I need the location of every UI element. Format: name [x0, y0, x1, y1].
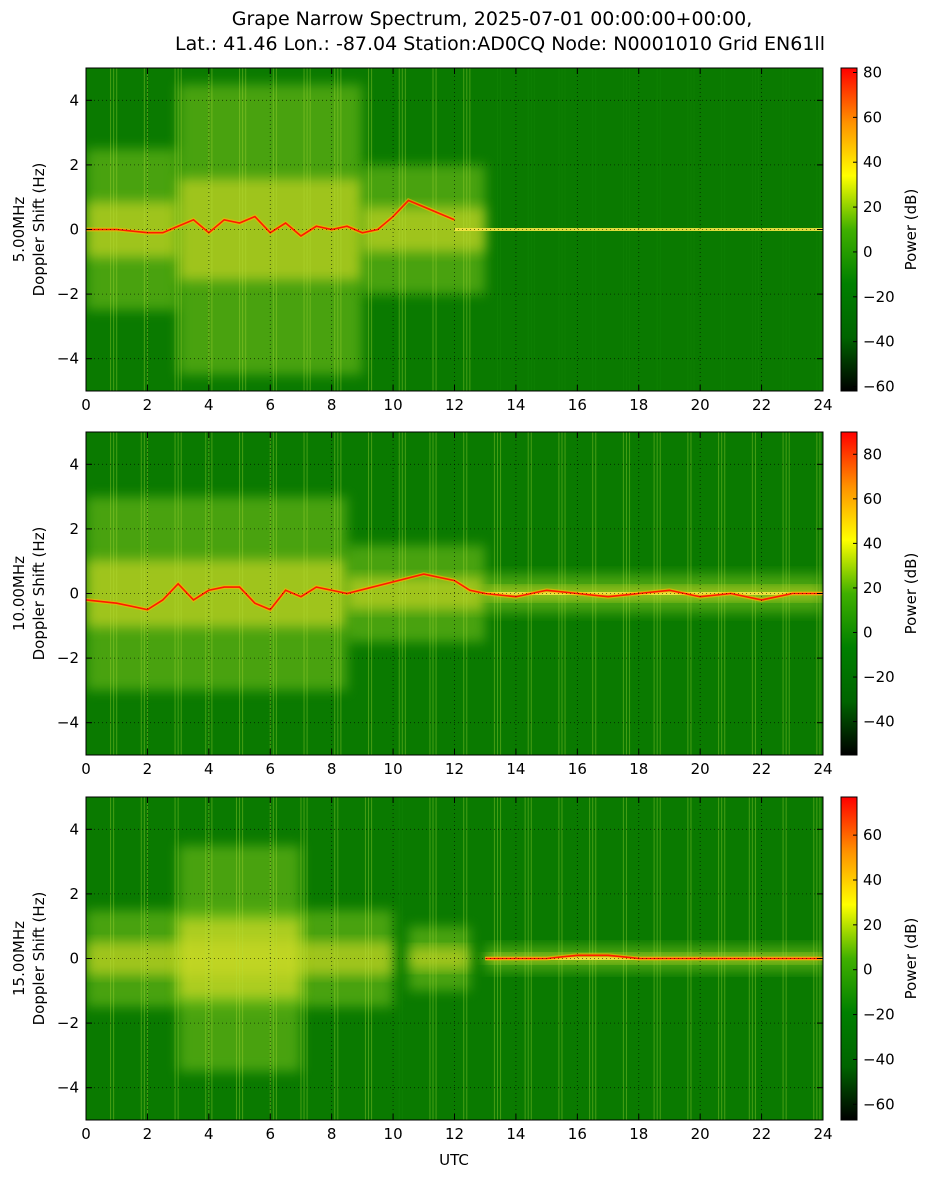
y-tick-label: 0	[69, 221, 79, 239]
doppler-trace	[86, 573, 823, 611]
x-tick-label: 24	[813, 396, 832, 414]
x-tick-label: 16	[568, 760, 587, 778]
x-tick-label: 2	[143, 760, 153, 778]
colorbar-label: Power (dB)	[902, 553, 920, 635]
x-tick-label: 14	[506, 396, 525, 414]
x-tick-label: 12	[445, 760, 464, 778]
figure-title-line-2: Lat.: 41.46 Lon.: -87.04 Station:AD0CQ N…	[175, 33, 825, 55]
colorbar-tick-label: 40	[863, 153, 882, 171]
colorbar-tick-label: 0	[863, 961, 873, 979]
y-tick-label: 0	[69, 585, 79, 603]
x-tick-label: 6	[265, 760, 275, 778]
x-tick-label: 0	[81, 760, 91, 778]
x-tick-label: 12	[445, 396, 464, 414]
y-tick-label: 4	[69, 91, 79, 109]
x-tick-label: 18	[629, 760, 648, 778]
y-tick-label: −4	[57, 714, 79, 732]
x-tick-label: 10	[384, 1125, 403, 1143]
y-tick-label: −2	[57, 649, 79, 667]
colorbar-tick-label: 40	[863, 534, 882, 552]
x-tick-label: 14	[506, 1125, 525, 1143]
x-tick-label: 20	[691, 760, 710, 778]
colorbar-label: Power (dB)	[902, 189, 920, 271]
y-tick-label: −2	[57, 1014, 79, 1032]
x-tick-label: 0	[81, 396, 91, 414]
colorbar-tick-label: 80	[863, 445, 882, 463]
x-tick-label: 16	[568, 1125, 587, 1143]
colorbar-tick-label: −40	[863, 1050, 895, 1068]
x-tick-label: 6	[265, 396, 275, 414]
colorbar-tick-label: 20	[863, 198, 882, 216]
x-tick-label: 22	[752, 760, 771, 778]
x-tick-label: 16	[568, 396, 587, 414]
y-tick-label: 2	[69, 885, 79, 903]
band-label: 15.00MHz	[10, 921, 28, 996]
x-tick-label: 22	[752, 1125, 771, 1143]
y-tick-label: −2	[57, 285, 79, 303]
x-tick-label: 20	[691, 1125, 710, 1143]
colorbar-tick-label: 0	[863, 623, 873, 641]
colorbar-tick-label: 60	[863, 826, 882, 844]
y-tick-label: −4	[57, 350, 79, 368]
colorbar-tick-label: −20	[863, 668, 895, 686]
x-tick-label: 10	[384, 396, 403, 414]
colorbar-tick-label: −60	[863, 378, 895, 396]
band-label: 5.00MHz	[10, 197, 28, 263]
y-tick-label: 2	[69, 520, 79, 538]
x-tick-label: 4	[204, 396, 214, 414]
x-tick-label: 8	[327, 760, 337, 778]
colorbar-tick-label: −20	[863, 288, 895, 306]
x-tick-label: 2	[143, 396, 153, 414]
x-tick-label: 8	[327, 396, 337, 414]
activity-core	[347, 576, 486, 611]
x-tick-label: 22	[752, 396, 771, 414]
x-tick-label: 14	[506, 760, 525, 778]
y-tick-label: 4	[69, 455, 79, 473]
y-axis-label: Doppler Shift (Hz)	[30, 892, 48, 1026]
band-label: 10.00MHz	[10, 556, 28, 631]
colorbar-tick-label: 80	[863, 63, 882, 81]
colorbar-label: Power (dB)	[902, 918, 920, 1000]
x-tick-label: 6	[265, 1125, 275, 1143]
doppler-trace	[86, 199, 455, 237]
colorbar-tick-label: 60	[863, 490, 882, 508]
colorbar-tick-label: −20	[863, 1006, 895, 1024]
x-tick-label: 20	[691, 396, 710, 414]
x-tick-label: 4	[204, 760, 214, 778]
y-tick-label: 2	[69, 156, 79, 174]
colorbar-tick-label: −40	[863, 713, 895, 731]
colorbar	[840, 431, 858, 756]
colorbar-tick-label: 60	[863, 108, 882, 126]
colorbar-tick-label: 40	[863, 871, 882, 889]
x-tick-label: 12	[445, 1125, 464, 1143]
colorbar-tick-label: −40	[863, 333, 895, 351]
x-tick-label: 2	[143, 1125, 153, 1143]
colorbar	[840, 796, 858, 1121]
colorbar-tick-label: 0	[863, 243, 873, 261]
x-tick-label: 18	[629, 396, 648, 414]
y-tick-label: −4	[57, 1079, 79, 1097]
figure-title-line-1: Grape Narrow Spectrum, 2025-07-01 00:00:…	[232, 8, 753, 30]
x-tick-label: 8	[327, 1125, 337, 1143]
x-axis-label: UTC	[439, 1151, 469, 1169]
y-axis-label: Doppler Shift (Hz)	[30, 527, 48, 661]
x-tick-label: 18	[629, 1125, 648, 1143]
x-tick-label: 24	[813, 1125, 832, 1143]
x-tick-label: 0	[81, 1125, 91, 1143]
colorbar	[840, 67, 858, 392]
y-axis-label: Doppler Shift (Hz)	[30, 163, 48, 297]
y-tick-label: 0	[69, 950, 79, 968]
x-tick-label: 10	[384, 760, 403, 778]
activity-core	[408, 947, 470, 970]
y-tick-label: 4	[69, 820, 79, 838]
x-tick-label: 24	[813, 760, 832, 778]
colorbar-tick-label: −60	[863, 1095, 895, 1113]
colorbar-tick-label: 20	[863, 579, 882, 597]
x-tick-label: 4	[204, 1125, 214, 1143]
colorbar-tick-label: 20	[863, 916, 882, 934]
